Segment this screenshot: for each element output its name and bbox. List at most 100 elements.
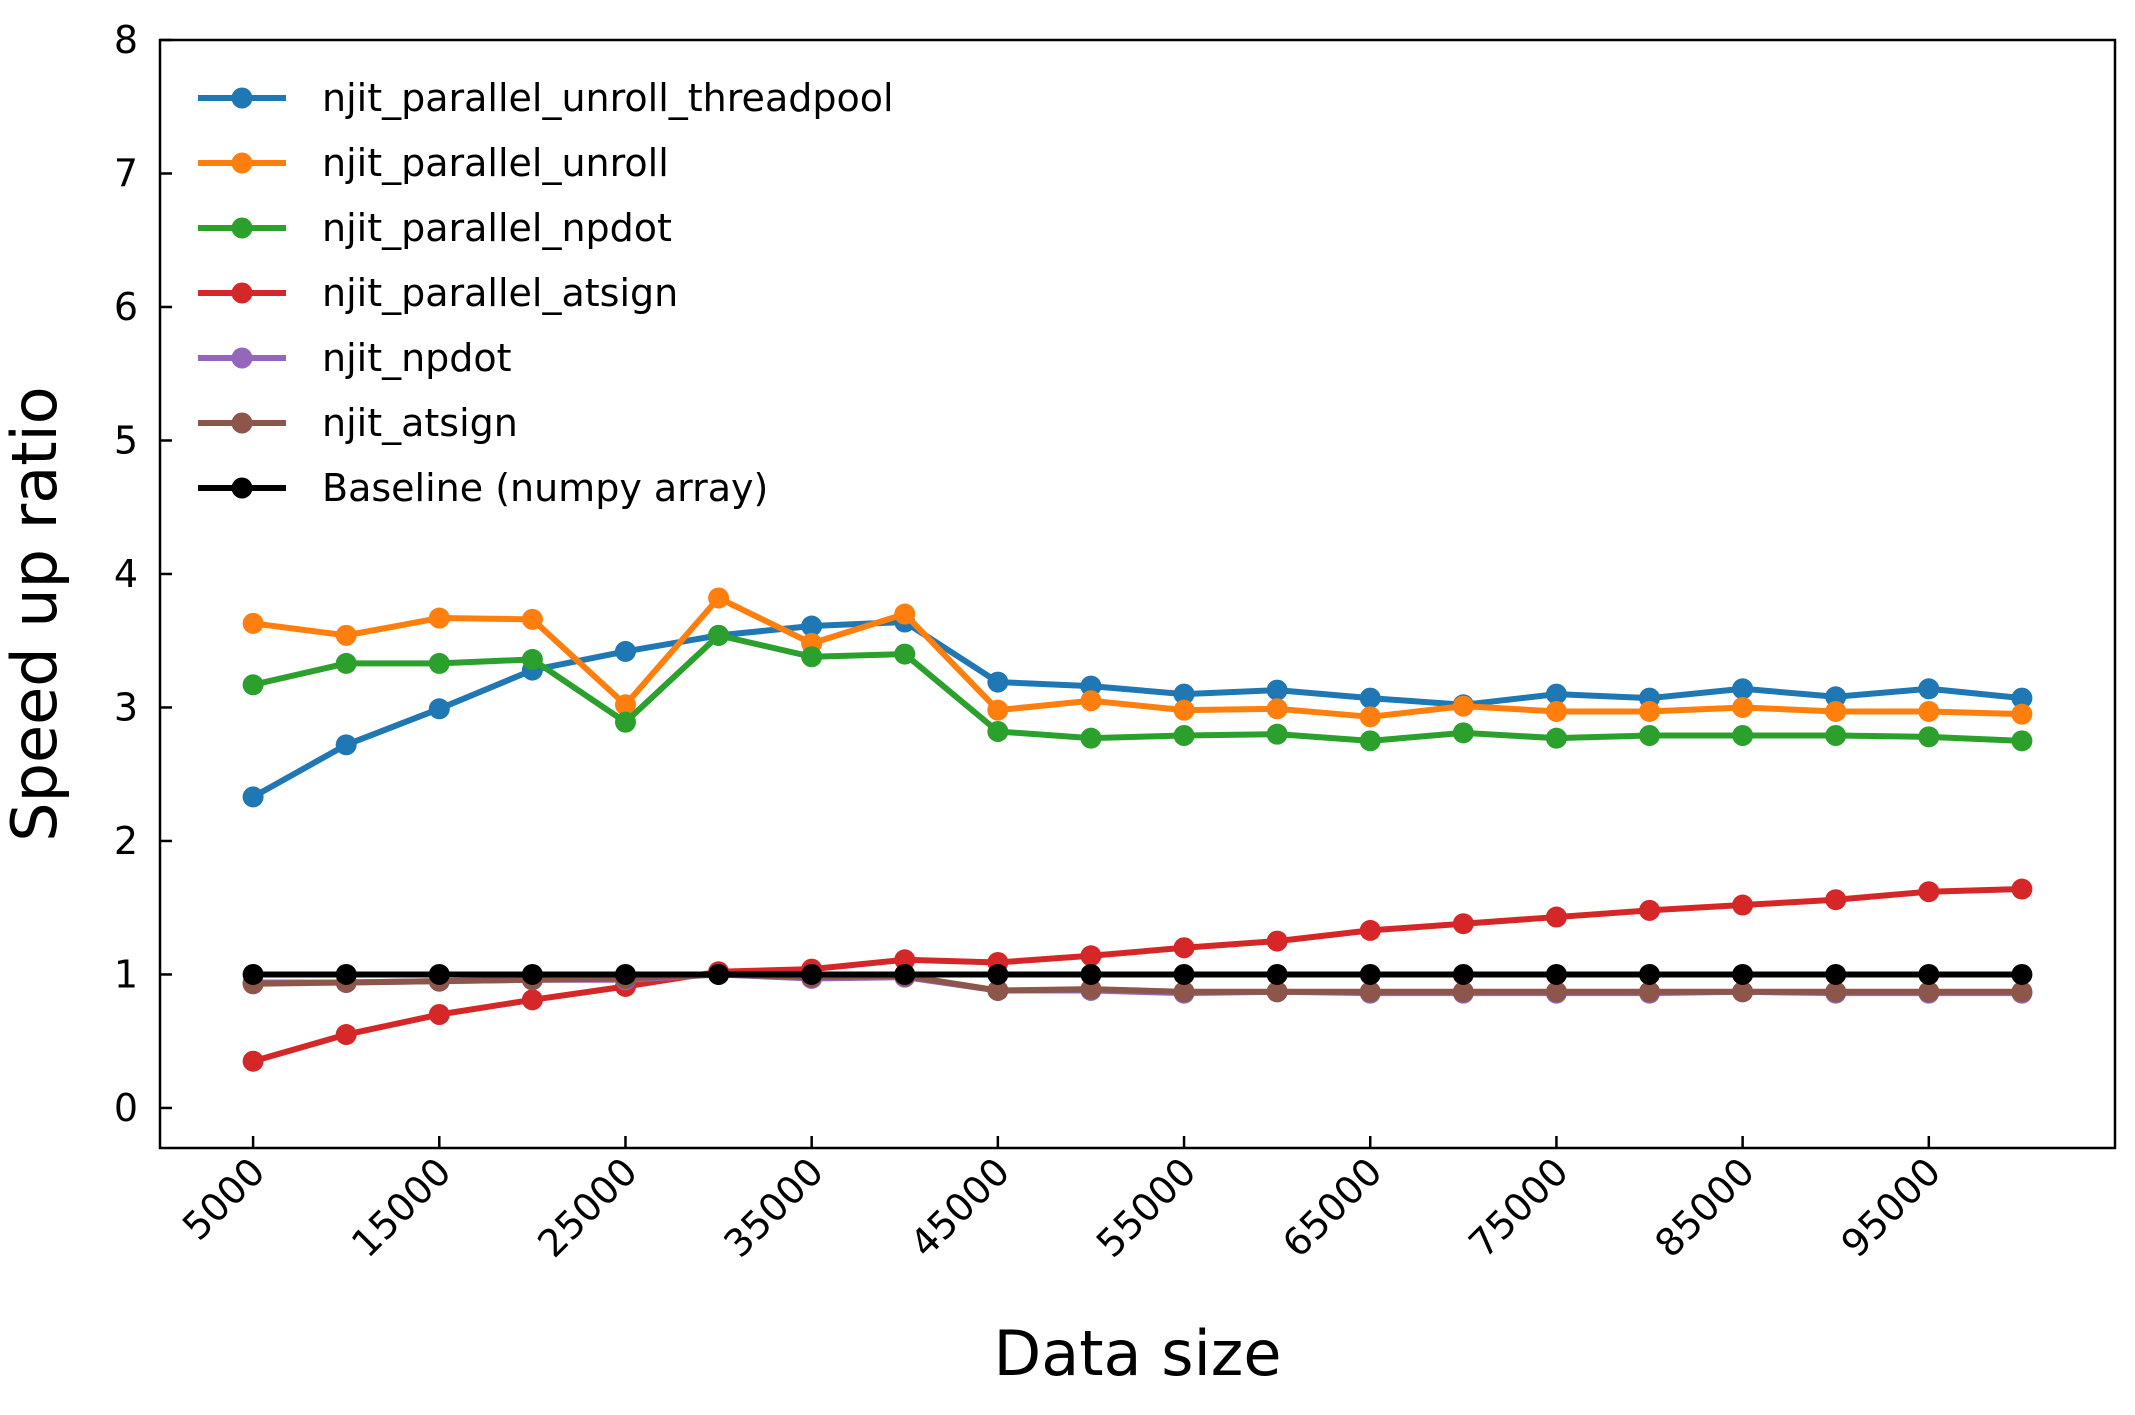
data-point xyxy=(1266,679,1288,701)
data-point xyxy=(1173,963,1195,985)
y-tick-label: 7 xyxy=(114,151,138,195)
data-point xyxy=(1732,894,1754,916)
x-tick-label: 65000 xyxy=(1274,1149,1391,1266)
data-point xyxy=(428,698,450,720)
series-1 xyxy=(242,611,2033,808)
x-tick-label: 5000 xyxy=(174,1149,274,1249)
data-point xyxy=(1825,700,1847,722)
data-point xyxy=(335,963,357,985)
data-point xyxy=(428,1004,450,1026)
data-point xyxy=(708,624,730,646)
legend-label: njit_npdot xyxy=(322,336,512,380)
data-point xyxy=(1545,727,1567,749)
data-point xyxy=(1732,678,1754,700)
x-tick-label: 85000 xyxy=(1646,1149,1763,1266)
y-tick-label: 5 xyxy=(114,418,138,462)
y-tick-label: 0 xyxy=(114,1086,138,1130)
data-point xyxy=(801,646,823,668)
x-axis: 5000 15000 25000 35000 45000 55000 65000 75000 8… xyxy=(174,1136,1949,1266)
data-point xyxy=(1173,937,1195,959)
data-point xyxy=(708,587,730,609)
data-point xyxy=(614,640,636,662)
data-point xyxy=(1732,725,1754,747)
legend-marker xyxy=(231,87,253,109)
legend-marker xyxy=(231,282,253,304)
data-point xyxy=(801,615,823,637)
data-point xyxy=(894,949,916,971)
legend-marker xyxy=(231,217,253,239)
data-point xyxy=(1173,683,1195,705)
data-point xyxy=(1080,978,1102,1000)
data-point xyxy=(1918,881,1940,903)
data-point xyxy=(2011,878,2033,900)
data-point xyxy=(1825,725,1847,747)
x-tick-label: 35000 xyxy=(715,1149,832,1266)
data-point xyxy=(1545,981,1567,1003)
y-tick-label: 1 xyxy=(114,952,138,996)
series-7 xyxy=(242,963,2033,985)
legend-item: njit_parallel_atsign xyxy=(198,271,678,315)
y-tick-label: 4 xyxy=(114,552,138,596)
data-point xyxy=(242,674,264,696)
x-tick-label: 55000 xyxy=(1088,1149,1205,1266)
data-point xyxy=(1266,930,1288,952)
data-point xyxy=(708,963,730,985)
series-line xyxy=(252,886,2022,1065)
data-point xyxy=(1359,963,1381,985)
data-point xyxy=(1173,725,1195,747)
legend-marker xyxy=(231,412,253,434)
data-point xyxy=(1918,963,1940,985)
series-line xyxy=(253,971,2022,995)
data-point xyxy=(1080,945,1102,967)
y-tick-label: 8 xyxy=(114,18,138,62)
data-point xyxy=(894,603,916,625)
data-point xyxy=(1545,906,1567,928)
data-point xyxy=(614,694,636,716)
series-2 xyxy=(242,587,2033,728)
data-point xyxy=(2011,730,2033,752)
series-line xyxy=(252,632,2023,744)
data-point xyxy=(1080,690,1102,712)
data-point xyxy=(987,979,1009,1001)
y-tick-label: 2 xyxy=(114,819,138,863)
data-point xyxy=(242,786,264,808)
data-point xyxy=(1639,899,1661,921)
data-point xyxy=(335,734,357,756)
data-point xyxy=(1359,730,1381,752)
data-point xyxy=(428,652,450,674)
legend-marker xyxy=(231,347,253,369)
data-point xyxy=(1359,687,1381,709)
data-point xyxy=(987,699,1009,721)
data-point xyxy=(1918,700,1940,722)
data-point xyxy=(428,963,450,985)
data-point xyxy=(1825,981,1847,1003)
data-point xyxy=(614,711,636,733)
data-point xyxy=(1545,700,1567,722)
data-point xyxy=(987,720,1009,742)
y-axis: 0 1 2 3 4 5 6 7 8 xyxy=(114,18,172,1130)
data-point xyxy=(521,648,543,670)
legend-marker xyxy=(231,477,253,499)
data-point xyxy=(1639,725,1661,747)
legend-item: njit_parallel_unroll_threadpool xyxy=(198,76,894,120)
data-point xyxy=(1825,686,1847,708)
data-point xyxy=(521,963,543,985)
data-point xyxy=(1080,675,1102,697)
series-6 xyxy=(242,963,2033,1003)
data-point xyxy=(1359,706,1381,728)
legend-marker xyxy=(231,152,253,174)
data-point xyxy=(335,624,357,646)
x-tick-label: 95000 xyxy=(1833,1149,1950,1266)
legend-label: njit_parallel_unroll_threadpool xyxy=(322,76,894,120)
data-point xyxy=(1452,963,1474,985)
data-point xyxy=(1918,678,1940,700)
series-5 xyxy=(242,963,2033,1004)
data-point xyxy=(1266,723,1288,745)
data-point xyxy=(2011,963,2033,985)
data-point xyxy=(1266,963,1288,985)
data-point xyxy=(2011,981,2033,1003)
data-point xyxy=(1452,981,1474,1003)
data-point xyxy=(987,963,1009,985)
data-point xyxy=(335,652,357,674)
